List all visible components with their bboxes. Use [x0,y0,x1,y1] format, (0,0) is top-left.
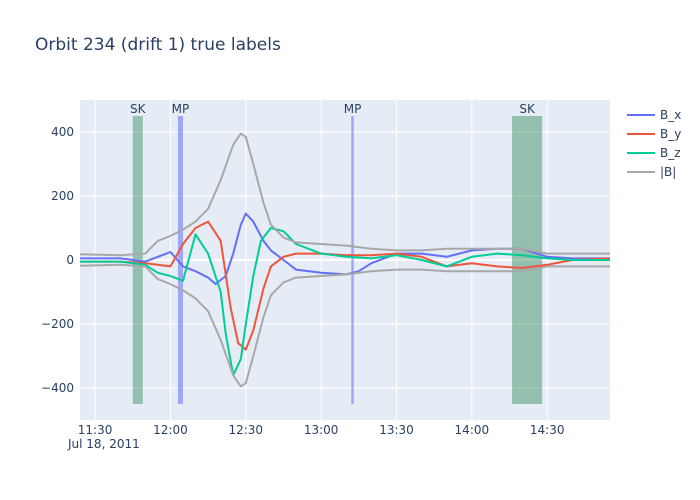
x-tick-label: 13:30 [379,423,414,437]
legend-label: B_z [660,146,681,160]
x-tick-label: 14:30 [530,423,565,437]
y-tick-label: −200 [41,317,74,331]
region-label: SK [130,102,147,116]
legend-label: B_y [660,127,681,141]
region-label: SK [519,102,536,116]
y-axis: 400 200 0 −200 −400 [41,125,74,395]
series-line-0 [80,212,610,285]
y-tick-label: −400 [41,381,74,395]
region-band [512,116,543,404]
x-date-label: Jul 18, 2011 [67,437,140,451]
series-lines [79,132,611,388]
x-tick-label: 12:00 [153,423,188,437]
y-tick-label: 200 [51,189,74,203]
x-tick-label: 13:00 [304,423,339,437]
chart-title: Orbit 234 (drift 1) true labels [35,35,281,55]
region-band [177,116,183,404]
series-line-3 [79,132,610,257]
y-tick-label: 0 [66,253,74,267]
region-label: MP [344,102,362,116]
series-line-3-mirror [79,263,610,388]
series-line-2 [80,227,610,377]
legend: B_x B_y B_z |B| [627,108,681,179]
series-line-1 [80,220,611,351]
legend-label: B_x [660,108,681,122]
x-tick-label: 11:30 [78,423,113,437]
grid [80,100,610,420]
region-band [351,116,354,404]
y-tick-label: 400 [51,125,74,139]
x-tick-label: 14:00 [455,423,490,437]
region-label: MP [172,102,190,116]
legend-label: |B| [660,165,676,179]
x-tick-label: 12:30 [228,423,263,437]
x-axis: 11:30 12:00 12:30 13:00 13:30 14:00 14:30 [78,423,565,437]
